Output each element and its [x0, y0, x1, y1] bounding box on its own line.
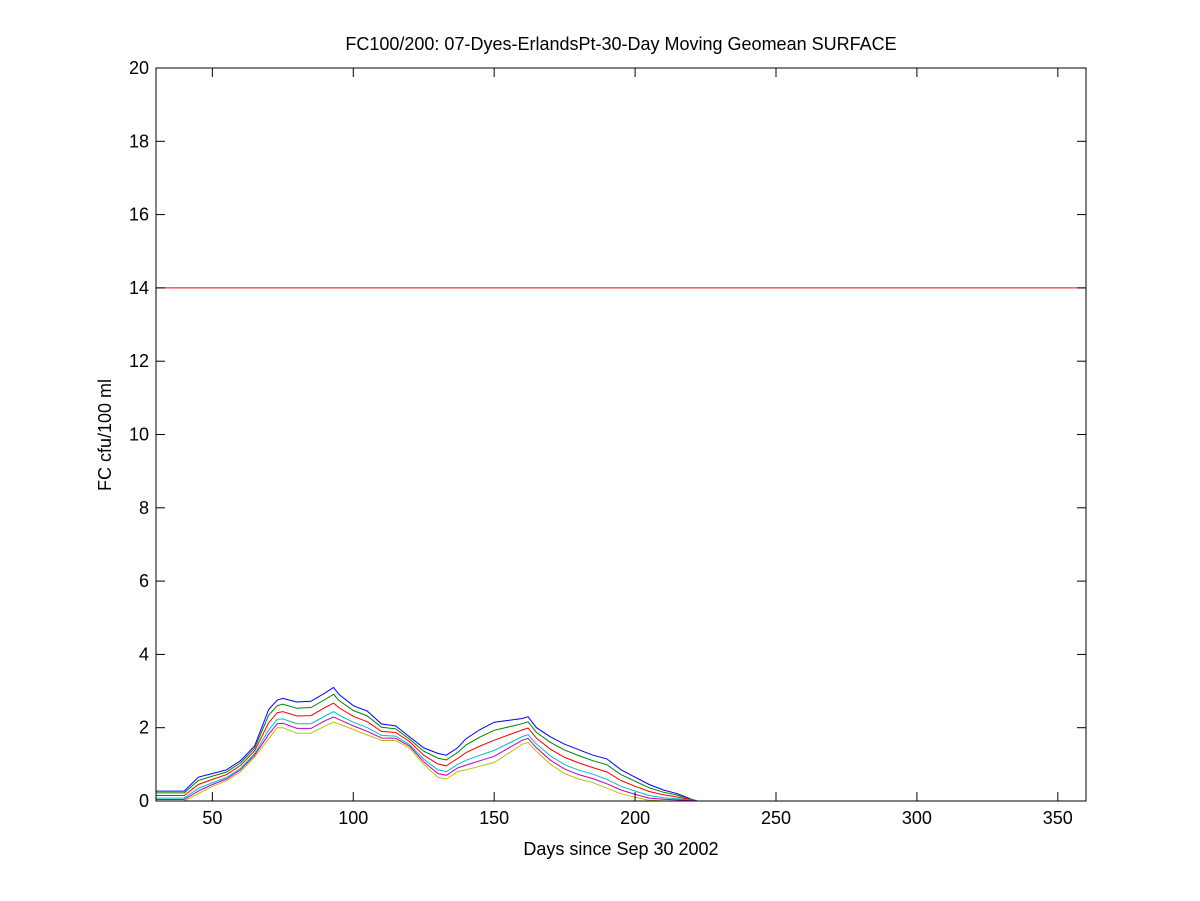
y-tick-label: 8: [139, 498, 149, 518]
y-tick-label: 16: [129, 205, 149, 225]
x-tick-label: 350: [1043, 808, 1073, 828]
x-tick-label: 250: [761, 808, 791, 828]
x-tick-label: 300: [902, 808, 932, 828]
plot-area: 50 100 150 200 250 300 350 0 2 4 6 8 10 12 14 16 18 20: [129, 58, 1087, 828]
x-axis-label: Days since Sep 30 2002: [523, 839, 718, 859]
series-line-3: [156, 702, 698, 801]
x-tick-label: 150: [479, 808, 509, 828]
y-tick-label: 4: [139, 644, 149, 664]
series-line-6: [156, 721, 698, 801]
x-tick-label: 50: [202, 808, 222, 828]
y-tick-label: 18: [129, 131, 149, 151]
y-tick-label: 2: [139, 718, 149, 738]
y-tick-label: 6: [139, 571, 149, 591]
x-tick-label: 100: [338, 808, 368, 828]
y-tick-label: 0: [139, 791, 149, 811]
series-line-4: [156, 711, 698, 801]
y-tick-label: 10: [129, 425, 149, 445]
series-line-2: [156, 693, 698, 801]
y-axis-label: FC cfu/100 ml: [95, 379, 115, 491]
series-line-1: [156, 686, 698, 801]
chart-title: FC100/200: 07-Dyes-ErlandsPt-30-Day Movi…: [345, 34, 896, 54]
x-tick-label: 200: [620, 808, 650, 828]
axes-box: [155, 67, 1087, 802]
y-tick-label: 14: [129, 278, 149, 298]
series-line-5: [156, 716, 698, 801]
y-tick-label: 12: [129, 351, 149, 371]
y-tick-label: 20: [129, 58, 149, 78]
